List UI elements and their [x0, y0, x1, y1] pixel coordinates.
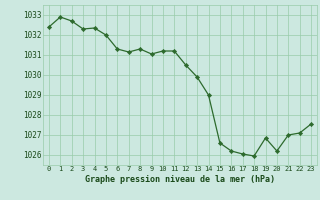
- X-axis label: Graphe pression niveau de la mer (hPa): Graphe pression niveau de la mer (hPa): [85, 175, 275, 184]
